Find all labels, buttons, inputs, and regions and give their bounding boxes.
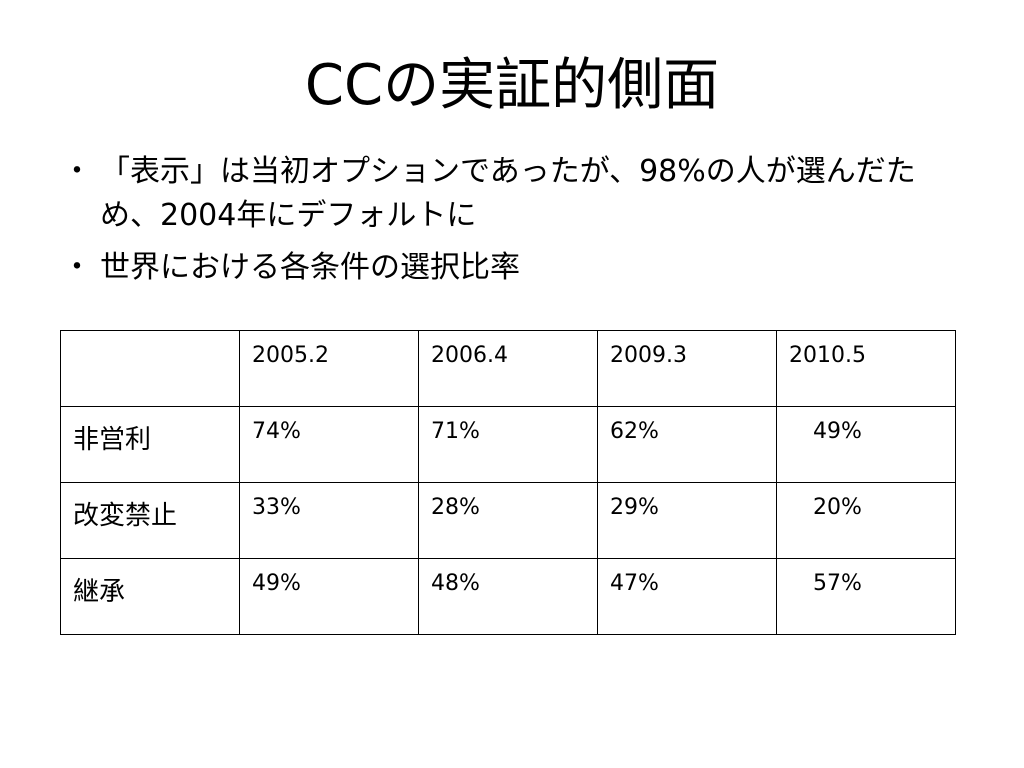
header-cell: 2010.5 [776, 330, 956, 407]
bullet-item: ・ 世界における各条件の選択比率 [62, 246, 962, 290]
value-cell: 74% [239, 406, 419, 483]
value-cell: 62% [597, 406, 777, 483]
table-row: 改変禁止 33% 28% 29% 20% [60, 482, 956, 559]
value-cell: 49% [239, 558, 419, 635]
table-corner-cell [60, 330, 240, 407]
header-cell: 2006.4 [418, 330, 598, 407]
table-row: 継承 49% 48% 47% 57% [60, 558, 956, 635]
bullet-text: 「表示」は当初オプションであったが、98%の人が選んだため、2004年にデフォル… [100, 154, 916, 233]
row-label: 改変禁止 [60, 482, 240, 559]
header-cell: 2009.3 [597, 330, 777, 407]
slide-title: CCの実証的側面 [304, 53, 720, 118]
table-header-row: 2005.2 2006.4 2009.3 2010.5 [60, 330, 956, 407]
value-cell: 49% [776, 406, 956, 483]
value-cell: 33% [239, 482, 419, 559]
bullet-list: ・ 「表示」は当初オプションであったが、98%の人が選んだため、2004年にデフ… [62, 150, 962, 298]
table-row: 非営利 74% 71% 62% 49% [60, 406, 956, 483]
value-cell: 71% [418, 406, 598, 483]
value-cell: 57% [776, 558, 956, 635]
value-cell: 48% [418, 558, 598, 635]
bullet-mark: ・ [62, 154, 92, 189]
selection-ratio-table: 2005.2 2006.4 2009.3 2010.5 非営利 74% 71% … [60, 330, 956, 635]
value-cell: 29% [597, 482, 777, 559]
row-label: 非営利 [60, 406, 240, 483]
value-cell: 47% [597, 558, 777, 635]
bullet-item: ・ 「表示」は当初オプションであったが、98%の人が選んだため、2004年にデフ… [62, 150, 962, 238]
bullet-mark: ・ [62, 250, 92, 285]
value-cell: 20% [776, 482, 956, 559]
row-label: 継承 [60, 558, 240, 635]
bullet-text: 世界における各条件の選択比率 [100, 250, 520, 285]
value-cell: 28% [418, 482, 598, 559]
header-cell: 2005.2 [239, 330, 419, 407]
